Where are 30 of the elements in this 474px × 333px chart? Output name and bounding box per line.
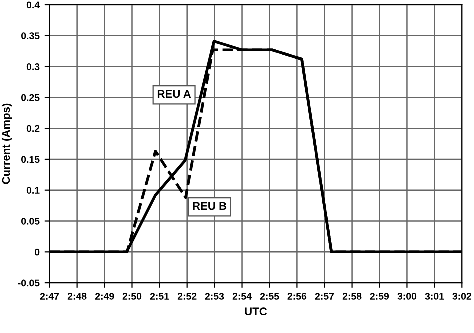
x-tick-label: 2:49: [95, 293, 114, 300]
x-tick-label: 2:50: [122, 293, 142, 300]
x-tick-label: 2:54: [232, 293, 252, 300]
x-tick-label: 2:58: [342, 293, 362, 300]
x-tick-label: 2:59: [370, 293, 390, 300]
y-tick-label: 0: [35, 248, 40, 256]
y-tick-label: -0.05: [18, 280, 40, 287]
x-tick-label: 2:52: [178, 293, 197, 300]
y-tick-label: 0.3: [26, 64, 40, 70]
y-tick-label: 0.15: [22, 156, 40, 164]
x-tick-label: 2:48: [68, 293, 87, 300]
y-tick-label: 0.1: [26, 187, 40, 194]
y-tick-label: 0.4: [26, 2, 40, 9]
y-axis-title: Current (Amps): [2, 104, 12, 184]
series-label: REU A: [158, 90, 192, 98]
x-tick-label: 2:57: [315, 293, 334, 300]
x-axis-title: UTC: [245, 308, 268, 316]
x-tick-label: 3:02: [452, 293, 472, 300]
x-tick-label: 2:56: [288, 293, 307, 300]
y-tick-label: 0.05: [22, 218, 40, 225]
x-tick-label: 2:53: [205, 293, 224, 300]
x-tick-label: 3:01: [425, 293, 444, 300]
series-label: REU B: [193, 202, 227, 210]
x-tick-label: 3:00: [398, 293, 417, 300]
x-tick-label: 2:47: [40, 293, 60, 300]
x-tick-label: 2:51: [150, 293, 170, 300]
y-tick-label: 0.25: [22, 94, 40, 102]
y-tick-label: 0.35: [22, 32, 40, 40]
y-tick-label: 0.2: [26, 125, 40, 132]
x-tick-label: 2:55: [260, 293, 280, 300]
